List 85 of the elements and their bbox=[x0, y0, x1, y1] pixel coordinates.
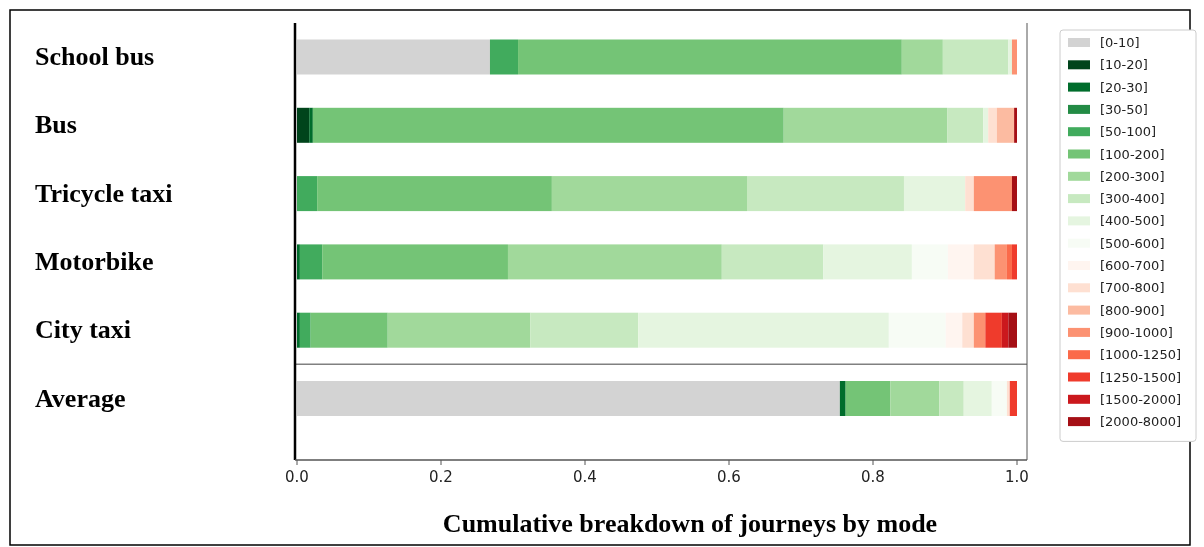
legend-label: [2000-8000] bbox=[1100, 414, 1182, 430]
legend-label: [400-500] bbox=[1100, 213, 1165, 229]
text: Cumulative breakdown of journeys by mode bbox=[442, 509, 938, 538]
bar bbox=[985, 312, 1002, 348]
legend-label: [300-400] bbox=[1100, 191, 1165, 207]
bar bbox=[1008, 312, 1017, 348]
bar bbox=[1014, 107, 1017, 143]
bar bbox=[551, 176, 747, 212]
bar bbox=[1011, 39, 1017, 75]
bar bbox=[310, 312, 388, 348]
bar bbox=[939, 381, 964, 416]
legend-label: [1250-1500] bbox=[1100, 369, 1182, 385]
bar bbox=[299, 244, 323, 280]
bar bbox=[1011, 244, 1017, 280]
bar bbox=[1011, 176, 1017, 212]
legend-label: [30-50] bbox=[1100, 101, 1148, 117]
legend-label: [800-900] bbox=[1100, 302, 1165, 318]
legend-label: [600-700] bbox=[1100, 258, 1165, 273]
bar bbox=[387, 312, 531, 348]
legend-label: [20-30] bbox=[1100, 79, 1148, 95]
bar bbox=[1009, 381, 1017, 416]
bar bbox=[845, 381, 891, 416]
bar bbox=[312, 107, 784, 143]
bar bbox=[783, 107, 948, 143]
bar bbox=[996, 107, 1015, 143]
bar bbox=[965, 176, 974, 212]
x-tick-label: 0.2 bbox=[429, 468, 453, 486]
bar bbox=[297, 381, 840, 416]
legend-label: [10-20] bbox=[1100, 57, 1148, 73]
bar bbox=[947, 107, 984, 143]
bar bbox=[1006, 244, 1012, 280]
bar bbox=[942, 39, 1009, 75]
x-tick-label: 0.8 bbox=[861, 468, 885, 486]
bar bbox=[297, 107, 310, 143]
bar bbox=[839, 381, 846, 416]
legend-label: [700-800] bbox=[1100, 280, 1165, 296]
bar bbox=[994, 244, 1007, 280]
legend-label: [500-600] bbox=[1100, 235, 1165, 251]
legend-label: [200-300] bbox=[1100, 168, 1165, 184]
bar bbox=[518, 39, 902, 75]
y-tick-label: Tricycle taxi bbox=[35, 178, 173, 208]
bar bbox=[973, 312, 986, 348]
y-tick-label: Average bbox=[35, 383, 126, 413]
y-tick-label: School bus bbox=[35, 42, 155, 71]
x-tick-label: 0.0 bbox=[285, 468, 309, 486]
bar bbox=[1008, 39, 1012, 75]
x-tick-label: 0.4 bbox=[573, 468, 597, 486]
y-tick-label: City taxi bbox=[35, 315, 132, 345]
legend-label: [0-10] bbox=[1100, 35, 1140, 50]
bar bbox=[309, 107, 313, 143]
x-tick-label: 0.6 bbox=[717, 468, 741, 486]
bar bbox=[297, 312, 300, 348]
bar bbox=[963, 381, 992, 416]
bar bbox=[991, 381, 1007, 416]
bar bbox=[823, 244, 912, 280]
legend-label: [1500-2000] bbox=[1100, 391, 1182, 407]
bar bbox=[297, 244, 300, 280]
bar bbox=[1006, 381, 1010, 416]
legend-label: [900-1000] bbox=[1100, 324, 1173, 340]
bar bbox=[721, 244, 824, 280]
bar bbox=[530, 312, 639, 348]
bar bbox=[983, 107, 989, 143]
bar bbox=[317, 176, 552, 212]
bar bbox=[299, 312, 311, 348]
bar bbox=[322, 244, 508, 280]
y-tick-label: Motorbike bbox=[35, 246, 154, 276]
bar bbox=[901, 39, 943, 75]
bar bbox=[973, 176, 1012, 212]
bar bbox=[903, 176, 966, 212]
bar bbox=[747, 176, 904, 212]
x-tick-label: 1.0 bbox=[1005, 468, 1029, 486]
bar bbox=[962, 312, 974, 348]
legend-label: [100-200] bbox=[1100, 146, 1165, 162]
bar bbox=[1001, 312, 1009, 348]
bar bbox=[638, 312, 889, 348]
bar bbox=[489, 39, 519, 75]
bar bbox=[890, 381, 940, 416]
bar bbox=[297, 39, 490, 75]
y-tick-label: Bus bbox=[35, 110, 77, 140]
legend-label: [1000-1250] bbox=[1100, 347, 1182, 363]
bar bbox=[507, 244, 722, 280]
bar bbox=[297, 176, 318, 212]
bar bbox=[973, 244, 995, 280]
legend-label: [50-100] bbox=[1100, 124, 1157, 140]
bar bbox=[988, 107, 997, 143]
